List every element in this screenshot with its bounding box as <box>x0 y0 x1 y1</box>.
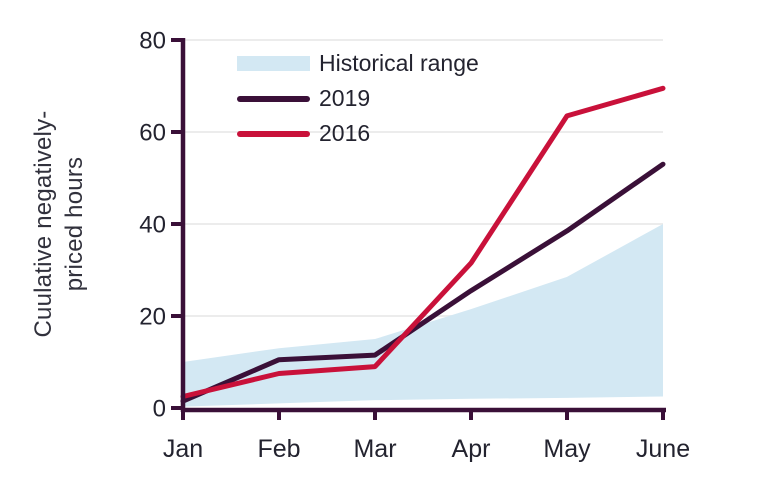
legend-label-2016: 2016 <box>319 120 371 146</box>
legend-swatch-historical-range <box>237 56 310 71</box>
y-axis-title-line1: Cuulative negatively- <box>30 110 57 338</box>
x-tick-label-June: June <box>636 435 690 463</box>
legend-item-2019: 2019 <box>237 81 479 116</box>
legend-swatch-2016 <box>237 130 310 137</box>
y-axis-title-line2: priced hours <box>61 156 88 292</box>
x-tick-label-Mar: Mar <box>353 435 396 463</box>
x-tick-label-Apr: Apr <box>452 435 491 463</box>
legend-label-historical-range: Historical range <box>319 50 479 76</box>
legend-swatch-holder <box>237 56 310 71</box>
legend-swatch-2019 <box>237 95 310 102</box>
y-tick-label-40: 40 <box>139 212 166 239</box>
legend-swatch-holder <box>237 95 310 102</box>
y-axis-title: Cuulative negatively- priced hours <box>28 24 92 424</box>
legend-item-historical-range: Historical range <box>237 46 479 81</box>
x-tick-label-Jan: Jan <box>163 435 203 463</box>
y-tick-label-60: 60 <box>139 120 166 147</box>
legend-label-2019: 2019 <box>319 85 371 111</box>
x-tick-label-May: May <box>543 435 591 463</box>
y-tick-label-20: 20 <box>139 304 166 331</box>
x-tick-label-Feb: Feb <box>257 435 300 463</box>
series-line-2016 <box>180 85 666 399</box>
legend-swatch-holder <box>237 130 310 137</box>
series-line-2019 <box>180 161 666 404</box>
y-tick-label-0: 0 <box>153 396 166 423</box>
y-tick-label-80: 80 <box>139 28 166 55</box>
legend: Historical range 2019 2016 <box>237 46 479 151</box>
legend-item-2016: 2016 <box>237 116 479 151</box>
